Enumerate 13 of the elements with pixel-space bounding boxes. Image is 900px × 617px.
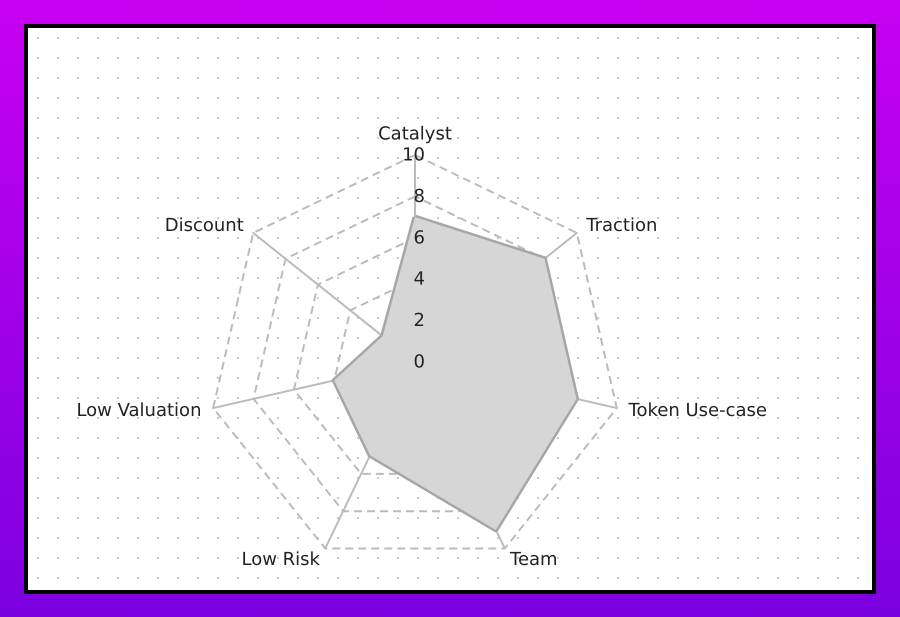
spoke-label: Catalyst [378, 124, 452, 144]
y-tick-label: 10 [402, 144, 425, 166]
spoke-label: Team [509, 548, 558, 570]
spoke-label: Low Valuation [76, 400, 202, 422]
y-tick-label: 2 [414, 310, 425, 332]
y-tick-label: 4 [414, 268, 425, 290]
spoke-label: Token Use-case [628, 400, 767, 422]
spoke-label: Discount [164, 214, 244, 236]
spoke-label: Low Risk [241, 548, 321, 570]
y-tick-label: 8 [414, 186, 425, 207]
y-tick-label: 0 [414, 352, 425, 372]
y-tick-label: 6 [414, 227, 425, 248]
spoke-label: Traction [585, 214, 658, 236]
